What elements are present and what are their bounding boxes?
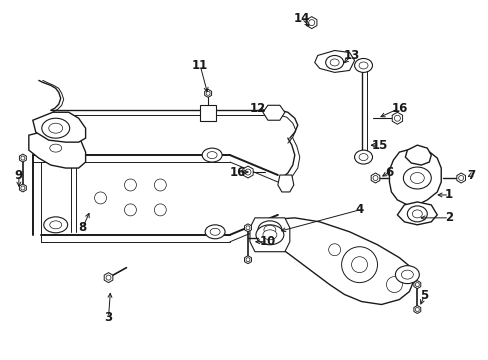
Text: 10: 10 [259, 235, 275, 248]
Text: 16: 16 [229, 166, 246, 179]
Ellipse shape [358, 154, 367, 161]
Polygon shape [200, 105, 216, 121]
Ellipse shape [50, 221, 61, 229]
Polygon shape [277, 175, 293, 192]
Polygon shape [244, 224, 251, 232]
Text: 14: 14 [293, 12, 309, 25]
Ellipse shape [41, 118, 69, 138]
Text: 16: 16 [390, 102, 407, 115]
Ellipse shape [202, 148, 222, 162]
Ellipse shape [411, 210, 422, 218]
Text: 1: 1 [444, 188, 452, 202]
Ellipse shape [44, 217, 67, 233]
Polygon shape [104, 273, 113, 283]
Text: 3: 3 [104, 311, 112, 324]
Ellipse shape [264, 225, 275, 234]
Text: 2: 2 [444, 211, 452, 224]
Ellipse shape [403, 167, 430, 189]
Ellipse shape [358, 62, 367, 69]
Polygon shape [20, 184, 26, 192]
Text: 13: 13 [343, 49, 359, 62]
Ellipse shape [207, 152, 217, 159]
Text: 11: 11 [192, 59, 208, 72]
Ellipse shape [263, 230, 276, 240]
Ellipse shape [50, 144, 61, 152]
Polygon shape [314, 50, 354, 72]
Text: 12: 12 [249, 102, 265, 115]
Polygon shape [391, 112, 402, 124]
Polygon shape [263, 105, 285, 120]
Ellipse shape [329, 59, 339, 66]
Text: 9: 9 [15, 168, 23, 181]
Ellipse shape [205, 225, 224, 239]
Ellipse shape [407, 206, 427, 222]
Text: 4: 4 [355, 203, 363, 216]
Polygon shape [204, 89, 211, 97]
Ellipse shape [258, 221, 281, 239]
Ellipse shape [401, 270, 412, 279]
Ellipse shape [44, 140, 67, 156]
Polygon shape [29, 130, 85, 168]
Polygon shape [262, 218, 413, 305]
Polygon shape [456, 173, 465, 183]
Text: 8: 8 [79, 221, 86, 234]
Polygon shape [20, 154, 26, 162]
Text: 5: 5 [419, 289, 427, 302]
Polygon shape [388, 148, 440, 205]
Polygon shape [33, 112, 85, 142]
Polygon shape [244, 256, 251, 264]
Polygon shape [397, 202, 436, 225]
Polygon shape [413, 280, 420, 289]
Ellipse shape [325, 55, 343, 69]
Ellipse shape [354, 58, 372, 72]
Ellipse shape [395, 266, 419, 284]
Ellipse shape [354, 150, 372, 164]
Ellipse shape [49, 123, 62, 133]
Polygon shape [405, 145, 430, 165]
Text: 15: 15 [370, 139, 387, 152]
Polygon shape [249, 218, 289, 252]
Polygon shape [306, 17, 316, 28]
Polygon shape [370, 173, 379, 183]
Polygon shape [243, 166, 253, 178]
Ellipse shape [409, 172, 424, 184]
Ellipse shape [255, 225, 283, 245]
Polygon shape [413, 306, 420, 314]
Text: 7: 7 [466, 168, 474, 181]
Ellipse shape [210, 228, 220, 235]
Text: 6: 6 [385, 166, 393, 179]
